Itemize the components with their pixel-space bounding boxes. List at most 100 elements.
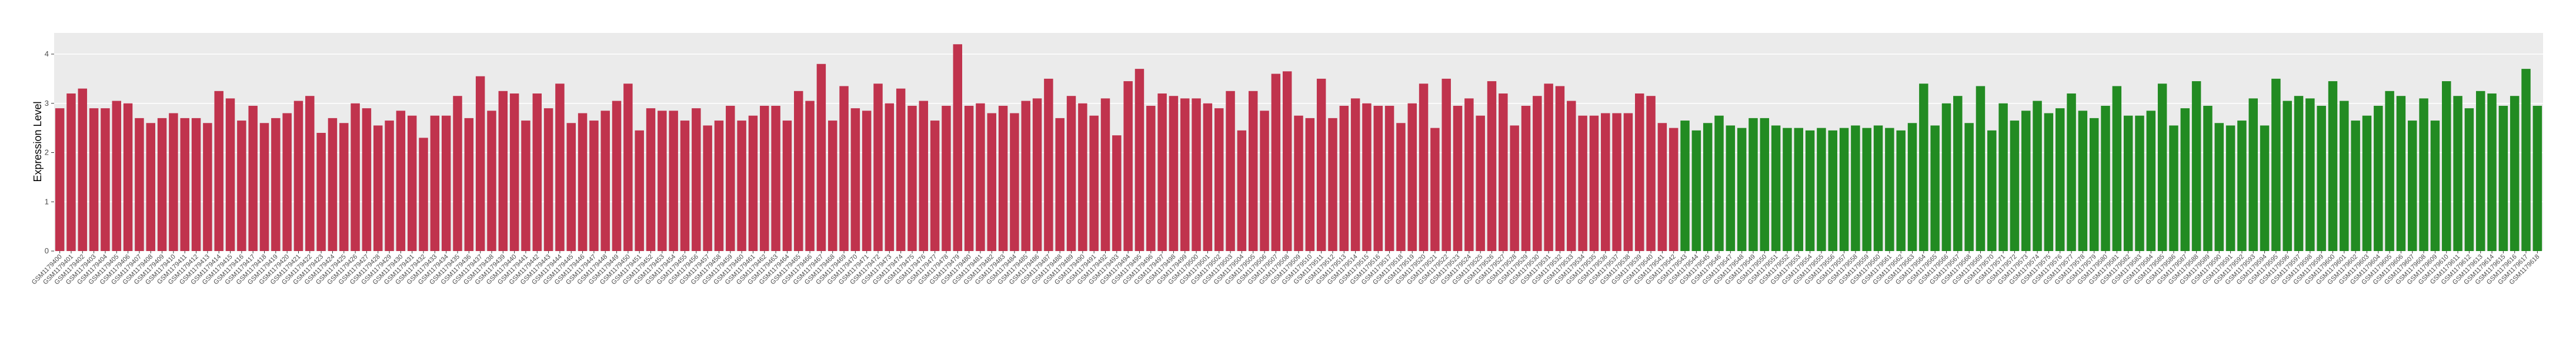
bar — [1771, 125, 1781, 251]
bar — [2169, 125, 2178, 251]
bar — [112, 101, 122, 251]
bar — [89, 108, 99, 251]
bar — [692, 108, 701, 251]
bar — [919, 101, 929, 251]
bar — [339, 123, 349, 251]
bar — [2271, 78, 2281, 251]
bar — [1976, 86, 1986, 251]
bar — [419, 138, 428, 251]
bar — [282, 113, 292, 251]
bar — [1044, 78, 1053, 251]
bar — [1169, 96, 1179, 251]
bar — [2510, 96, 2520, 251]
bar — [578, 113, 588, 251]
bar — [2067, 93, 2076, 251]
bar — [669, 111, 678, 251]
bar — [1783, 128, 1792, 251]
bar — [1396, 123, 1406, 251]
bar — [2237, 121, 2247, 251]
bar — [328, 118, 338, 251]
bar — [1669, 128, 1679, 251]
bar — [862, 111, 872, 251]
bar — [1987, 130, 1997, 251]
bar — [2475, 91, 2485, 252]
bar — [1691, 130, 1701, 251]
y-tick-label: 0 — [45, 246, 49, 255]
bar — [180, 118, 189, 251]
bar — [1010, 113, 1019, 251]
bar — [1839, 128, 1849, 251]
bar — [1805, 130, 1815, 251]
bar — [646, 108, 656, 251]
bar — [453, 96, 462, 251]
bar — [1749, 118, 1758, 251]
bar — [714, 121, 724, 251]
bar — [1533, 96, 1542, 251]
bar — [612, 101, 622, 251]
bar — [589, 121, 599, 251]
bar — [623, 83, 633, 252]
bar — [1589, 115, 1599, 251]
bar — [78, 88, 88, 251]
bar — [1726, 125, 1736, 251]
bar — [1885, 128, 1894, 251]
bar — [1930, 125, 1940, 251]
bar — [2225, 125, 2235, 251]
bar — [987, 113, 996, 251]
bar — [760, 105, 769, 251]
bar — [543, 108, 553, 251]
bar — [66, 93, 76, 251]
bar — [566, 123, 576, 251]
bar — [2078, 111, 2088, 251]
bar — [1499, 93, 1508, 251]
bar — [305, 96, 315, 251]
bar — [748, 115, 758, 251]
bar — [1760, 118, 1770, 251]
bar — [1112, 135, 1122, 251]
y-tick-label: 1 — [45, 197, 49, 206]
bar — [2396, 96, 2406, 251]
bar — [885, 103, 895, 251]
bar — [2487, 93, 2497, 251]
bar — [2089, 118, 2099, 251]
bar — [1271, 73, 1281, 251]
bar — [794, 91, 803, 252]
bar — [680, 121, 690, 251]
bar — [726, 105, 735, 251]
bar — [1555, 86, 1565, 251]
bar — [498, 91, 508, 252]
bar — [2214, 123, 2224, 251]
bar — [2351, 121, 2360, 251]
bar — [1100, 98, 1110, 252]
bar — [1567, 101, 1576, 251]
bar — [1362, 103, 1372, 251]
bar — [1634, 93, 1644, 251]
bar — [509, 93, 519, 251]
bar — [1510, 125, 1519, 251]
bar — [373, 125, 383, 251]
bar — [135, 118, 144, 251]
bar — [316, 133, 326, 251]
bar — [942, 105, 951, 251]
bar — [850, 108, 860, 251]
bar — [1907, 123, 1917, 251]
bar — [930, 121, 940, 251]
bar — [2021, 111, 2031, 251]
bar — [441, 115, 451, 251]
bar — [1601, 113, 1610, 251]
bar — [1237, 130, 1247, 251]
bar — [953, 44, 963, 252]
bar — [600, 111, 610, 251]
bar — [362, 108, 372, 251]
bar — [1419, 83, 1429, 252]
bar — [1157, 93, 1167, 251]
bar — [487, 111, 496, 251]
bar — [1328, 118, 1337, 251]
bar — [1055, 118, 1065, 251]
bar — [2532, 105, 2542, 251]
bar — [1384, 105, 1394, 251]
bar — [1180, 98, 1190, 252]
bar — [805, 101, 815, 251]
bar — [2260, 125, 2270, 251]
